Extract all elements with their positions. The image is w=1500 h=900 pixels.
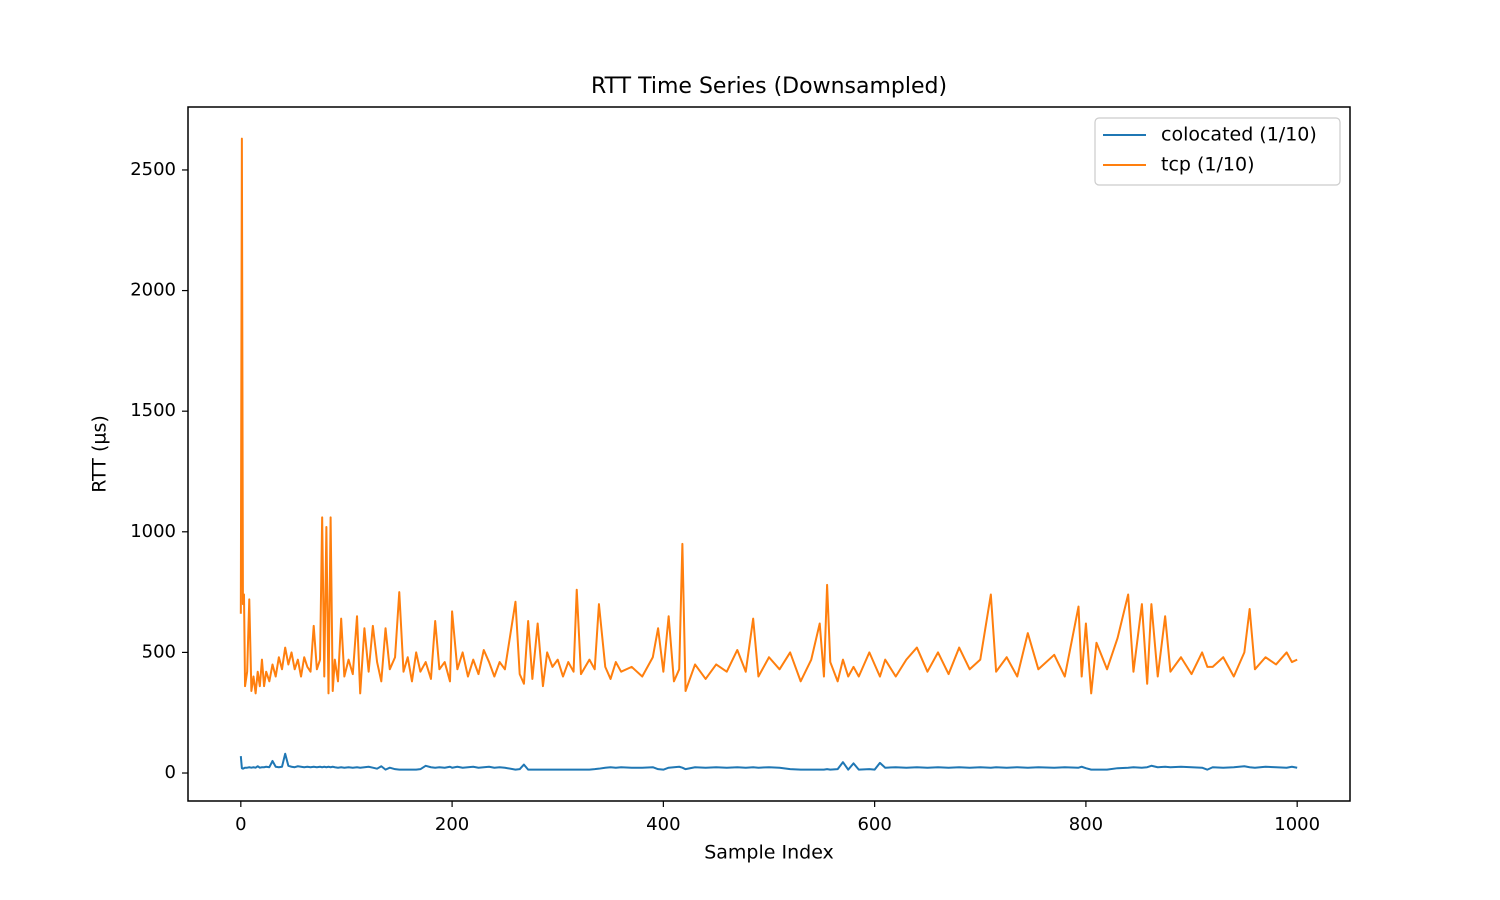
x-tick-label: 200 bbox=[435, 814, 469, 835]
x-axis-label: Sample Index bbox=[704, 842, 834, 864]
x-tick-label: 0 bbox=[235, 814, 246, 835]
y-tick-label: 0 bbox=[165, 762, 176, 783]
y-tick-label: 2500 bbox=[130, 159, 176, 180]
y-tick-label: 2000 bbox=[130, 280, 176, 301]
series-line bbox=[239, 752, 1298, 771]
chart-title: RTT Time Series (Downsampled) bbox=[591, 74, 947, 99]
x-tick-label: 1000 bbox=[1274, 814, 1320, 835]
y-axis-label: RTT (µs) bbox=[89, 415, 111, 493]
y-tick-label: 1500 bbox=[130, 400, 176, 421]
x-tick-label: 400 bbox=[646, 814, 680, 835]
series-line bbox=[239, 137, 1298, 695]
plot-frame bbox=[187, 106, 1351, 802]
y-tick-label: 500 bbox=[142, 641, 176, 662]
legend-label: colocated (1/10) bbox=[1161, 124, 1317, 146]
x-tick-label: 800 bbox=[1069, 814, 1103, 835]
y-tick-label: 1000 bbox=[130, 521, 176, 542]
legend-box bbox=[1094, 117, 1341, 186]
x-tick-label: 600 bbox=[857, 814, 891, 835]
legend-label: tcp (1/10) bbox=[1161, 154, 1255, 176]
